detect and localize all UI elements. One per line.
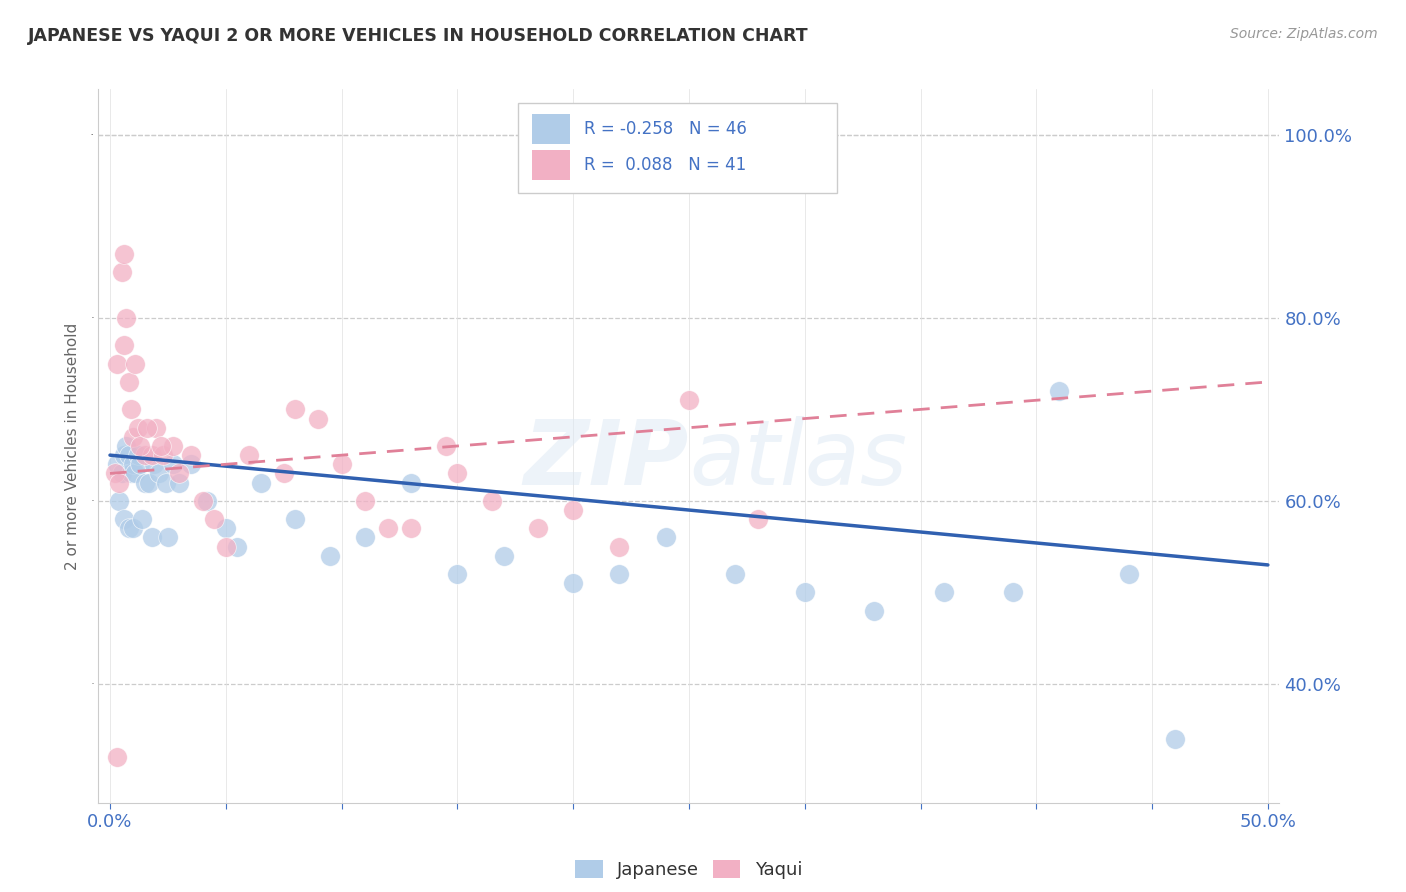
Point (249, 475, 271, 490)
Point (136, 420, 159, 434)
Point (143, 458, 166, 472)
Point (112, 247, 135, 261)
Point (112, 512, 135, 526)
Point (155, 475, 177, 490)
Point (162, 458, 184, 472)
Point (115, 439, 138, 453)
Point (148, 467, 170, 481)
Point (129, 458, 152, 472)
Point (377, 521, 399, 535)
Point (117, 375, 139, 389)
Text: ZIP: ZIP (523, 417, 689, 504)
Point (399, 475, 422, 490)
Point (215, 521, 238, 535)
Point (180, 448, 202, 462)
Point (127, 448, 149, 462)
Point (793, 585, 815, 599)
Point (446, 467, 468, 481)
Point (108, 475, 131, 490)
Point (353, 494, 375, 508)
Point (202, 512, 225, 526)
Point (124, 467, 146, 481)
Point (131, 512, 153, 526)
Point (446, 567, 468, 582)
Point (562, 576, 585, 591)
Y-axis label: 2 or more Vehicles in Household: 2 or more Vehicles in Household (65, 322, 80, 570)
Point (104, 467, 127, 481)
Point (1002, 585, 1025, 599)
Point (273, 467, 295, 481)
Point (141, 531, 163, 545)
Point (124, 357, 146, 371)
Point (747, 512, 769, 526)
Point (122, 521, 145, 535)
Point (152, 448, 174, 462)
Point (117, 521, 139, 535)
Point (134, 448, 156, 462)
Point (129, 439, 152, 453)
Point (120, 402, 142, 417)
Point (115, 310, 138, 325)
Point (863, 604, 886, 618)
FancyBboxPatch shape (531, 150, 569, 180)
Point (353, 531, 375, 545)
Point (284, 402, 307, 417)
Point (138, 475, 160, 490)
Point (141, 448, 163, 462)
Point (112, 338, 135, 352)
Point (110, 467, 132, 481)
Point (122, 430, 145, 444)
Point (120, 467, 142, 481)
Point (117, 448, 139, 462)
Point (330, 458, 353, 472)
Text: JAPANESE VS YAQUI 2 OR MORE VEHICLES IN HOUSEHOLD CORRELATION CHART: JAPANESE VS YAQUI 2 OR MORE VEHICLES IN … (28, 27, 808, 45)
Point (195, 494, 218, 508)
Point (162, 439, 184, 453)
Point (399, 521, 422, 535)
Point (307, 411, 329, 425)
Point (215, 540, 238, 554)
Point (169, 467, 191, 481)
Text: Source: ZipAtlas.com: Source: ZipAtlas.com (1230, 27, 1378, 41)
FancyBboxPatch shape (517, 103, 837, 193)
Point (226, 540, 249, 554)
Text: R = -0.258   N = 46: R = -0.258 N = 46 (583, 120, 747, 138)
Point (1118, 567, 1140, 582)
Point (562, 503, 585, 517)
Point (122, 458, 145, 472)
Point (110, 265, 132, 279)
Point (180, 458, 202, 472)
Point (655, 531, 678, 545)
Point (284, 512, 307, 526)
Point (169, 475, 191, 490)
Point (105, 357, 128, 371)
Point (238, 448, 260, 462)
Point (481, 494, 503, 508)
Point (434, 439, 457, 453)
Point (105, 750, 128, 764)
Point (191, 494, 214, 508)
Text: atlas: atlas (689, 417, 907, 504)
Point (156, 531, 179, 545)
Point (145, 420, 167, 434)
Point (932, 585, 955, 599)
Point (609, 567, 631, 582)
Point (108, 494, 131, 508)
Point (1049, 384, 1071, 398)
Point (112, 448, 135, 462)
Point (724, 567, 747, 582)
Point (105, 458, 128, 472)
Point (1164, 731, 1187, 746)
Point (149, 439, 172, 453)
Point (609, 540, 631, 554)
Point (134, 475, 156, 490)
Point (127, 420, 149, 434)
FancyBboxPatch shape (531, 114, 569, 145)
Point (527, 521, 550, 535)
Legend: Japanese, Yaqui: Japanese, Yaqui (568, 853, 810, 887)
Point (319, 549, 342, 563)
Point (678, 393, 700, 408)
Point (492, 549, 515, 563)
Text: R =  0.088   N = 41: R = 0.088 N = 41 (583, 156, 747, 174)
